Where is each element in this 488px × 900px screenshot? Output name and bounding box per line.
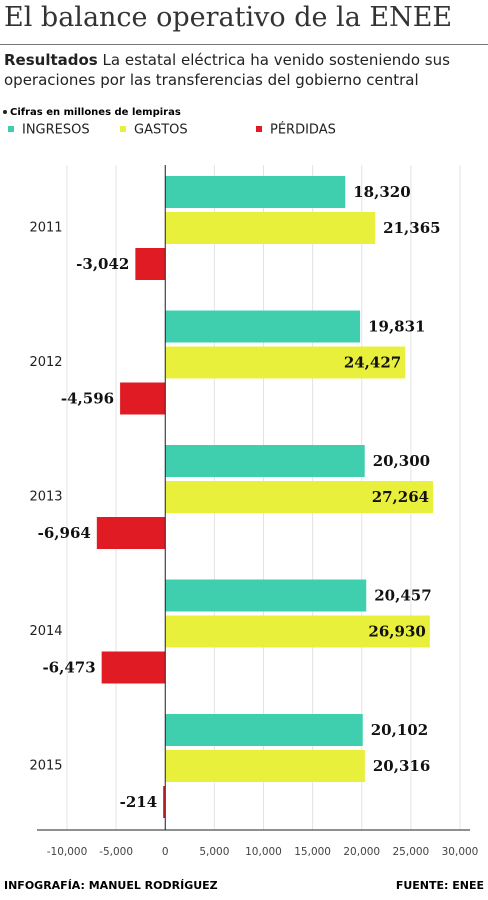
bar (165, 481, 434, 513)
bar (163, 786, 166, 818)
legend-swatch (256, 126, 262, 132)
x-tick-label: 15,000 (294, 846, 331, 858)
data-label: -4,596 (61, 390, 114, 408)
data-label: 27,264 (372, 488, 429, 506)
legend-label: GASTOS (134, 123, 188, 138)
data-label: 20,316 (373, 757, 430, 775)
data-label: 24,427 (344, 354, 401, 372)
chart-title: El balance operativo de la ENEE (4, 2, 453, 33)
bar (165, 212, 376, 244)
data-label: 26,930 (368, 623, 425, 641)
note-bullet (3, 110, 7, 114)
legend-label: PÉRDIDAS (270, 122, 336, 138)
subtitle-lead: Resultados (4, 51, 98, 69)
note: Cifras en millones de lempiras (10, 107, 181, 118)
data-label: 20,457 (374, 587, 431, 605)
bar (165, 310, 361, 343)
y-tick-label: 2013 (29, 490, 62, 505)
data-label: -3,042 (76, 255, 129, 273)
bar (165, 176, 346, 208)
subtitle-block: Resultados La estatal eléctrica ha venid… (4, 50, 484, 90)
x-tick-label: 30,000 (442, 846, 479, 858)
bar (165, 615, 430, 648)
bar (135, 248, 166, 280)
y-tick-label: 2015 (29, 759, 62, 774)
legend-swatch (120, 126, 126, 132)
data-label: 20,102 (371, 721, 428, 739)
source: FUENTE: ENEE (396, 879, 484, 892)
legend-swatch (8, 126, 14, 132)
bar (96, 517, 166, 549)
data-label: 20,300 (373, 452, 430, 470)
x-tick-label: 20,000 (343, 846, 380, 858)
data-label: -6,473 (42, 659, 95, 677)
credit: INFOGRAFÍA: MANUEL RODRÍGUEZ (4, 879, 218, 892)
bar (101, 651, 166, 684)
x-tick-label: 10,000 (245, 846, 282, 858)
x-tick-label: -10,000 (47, 846, 88, 858)
data-label: 21,365 (383, 219, 440, 237)
x-tick-label: 0 (162, 846, 169, 858)
bar (165, 445, 365, 477)
data-label: -214 (120, 793, 158, 811)
data-label: -6,964 (38, 524, 91, 542)
title-rule (0, 44, 488, 45)
bar (165, 750, 365, 782)
x-tick-label: 5,000 (199, 846, 229, 858)
y-tick-label: 2011 (29, 221, 62, 236)
data-label: 19,831 (368, 318, 425, 336)
y-tick-label: 2014 (29, 624, 62, 639)
x-tick-label: 25,000 (393, 846, 430, 858)
x-tick-label: -5,000 (99, 846, 133, 858)
data-label: 18,320 (353, 183, 410, 201)
legend-label: INGRESOS (22, 123, 90, 138)
bar (120, 382, 166, 415)
y-tick-label: 2012 (29, 355, 62, 370)
bar (165, 714, 363, 746)
bar (165, 579, 367, 612)
subtitle: La estatal eléctrica ha venido sostenien… (4, 51, 450, 89)
bar (165, 346, 406, 379)
